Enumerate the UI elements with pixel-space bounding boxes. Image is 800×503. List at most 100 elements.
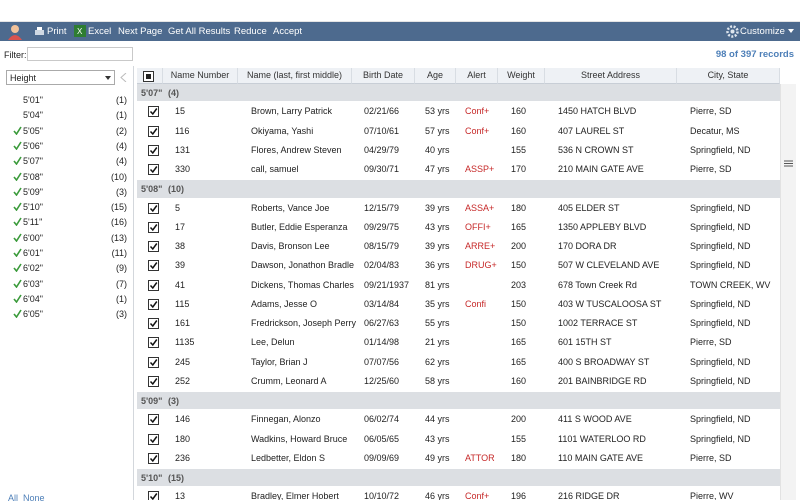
scrollbar[interactable] [780, 84, 796, 500]
cell-age: 21 yrs [425, 337, 450, 348]
excel-icon: X [74, 25, 86, 37]
height-item[interactable]: 5'08" (10) [0, 169, 133, 184]
row-checkbox[interactable] [148, 241, 159, 253]
height-item[interactable]: 6'05" (3) [0, 306, 133, 321]
row-checkbox[interactable] [148, 164, 159, 176]
record-row[interactable]: 5 Roberts, Vance Joe 12/15/79 39 yrs ASSA+ 18… [137, 199, 780, 218]
cell-age: 35 yrs [425, 298, 450, 309]
column-header[interactable]: Weight [498, 68, 545, 84]
select-link[interactable]: All [8, 493, 19, 503]
column-header[interactable]: Street Address [545, 68, 677, 84]
toolbar-button[interactable]: Excel [88, 26, 112, 37]
record-row[interactable]: 38 Davis, Bronson Lee 08/15/79 39 yrs ARRE+ 2… [137, 237, 780, 256]
cell-name: call, samuel [251, 164, 299, 175]
record-row[interactable]: 236 Ledbetter, Eldon S 09/09/69 49 yrs ATTOR… [137, 449, 780, 468]
record-row[interactable]: 1135 Lee, Delun 01/14/98 21 yrs 165 601 15TH … [137, 333, 780, 352]
row-checkbox[interactable] [148, 433, 159, 445]
height-item[interactable]: 6'04" (1) [0, 291, 133, 306]
field-select[interactable]: Height [6, 70, 115, 85]
group-header[interactable]: 5'08" (10) [137, 180, 780, 198]
cell-age: 43 yrs [425, 221, 450, 232]
record-row[interactable]: 330 call, samuel 09/30/71 47 yrs ASSP+ 170 210… [137, 160, 780, 179]
record-row[interactable]: 245 Taylor, Brian J 07/07/56 62 yrs 165 400 S… [137, 353, 780, 372]
row-checkbox[interactable] [148, 318, 159, 330]
toolbar-button[interactable]: Get All Results [168, 26, 231, 37]
toolbar-button[interactable]: Reduce [234, 26, 267, 37]
cell-name: Okiyama, Yashi [251, 125, 314, 136]
height-item[interactable]: 6'01" (11) [0, 245, 133, 260]
record-row[interactable]: 146 Finnegan, Alonzo 06/02/74 44 yrs 200 411 … [137, 410, 780, 429]
record-row[interactable]: 161 Fredrickson, Joseph Perry 06/27/63 55 y… [137, 314, 780, 333]
row-checkbox[interactable] [148, 375, 159, 387]
height-item[interactable]: 5'01" (1) [0, 92, 133, 107]
height-item[interactable]: 5'04" (1) [0, 107, 133, 122]
row-checkbox[interactable] [148, 337, 159, 349]
cell-birth: 06/27/63 [364, 318, 400, 329]
toolbar-button[interactable]: Print [47, 26, 67, 37]
column-header[interactable]: Birth Date [352, 68, 415, 84]
row-checkbox[interactable] [148, 144, 159, 156]
cell-street: 110 MAIN GATE AVE [558, 452, 644, 463]
cell-name: Adams, Jesse O [251, 298, 318, 309]
check-mark [149, 493, 158, 500]
select-all-checkbox[interactable] [143, 71, 154, 82]
cell-age: 44 yrs [425, 414, 450, 425]
record-row[interactable]: 116 Okiyama, Yashi 07/10/61 57 yrs Conf+ 160 4… [137, 122, 780, 141]
row-checkbox[interactable] [148, 298, 159, 310]
height-count: (1) [116, 293, 127, 304]
height-item[interactable]: 5'05" (2) [0, 123, 133, 138]
record-row[interactable]: 17 Butler, Eddie Esperanza 09/29/75 43 yrs O… [137, 218, 780, 237]
group-header[interactable]: 5'09" (3) [137, 392, 780, 410]
column-header[interactable]: Age [415, 68, 456, 84]
toolbar-button[interactable]: Accept [273, 26, 303, 37]
row-checkbox[interactable] [148, 221, 159, 233]
cell-birth: 10/10/72 [364, 491, 400, 500]
toolbar: X Customize Print Excel Next Page Get All R… [0, 22, 800, 41]
cell-age: 58 yrs [425, 375, 450, 386]
row-checkbox[interactable] [148, 202, 159, 214]
height-item[interactable]: 5'09" (3) [0, 184, 133, 199]
cell-street: 201 BAINBRIDGE RD [558, 375, 647, 386]
column-header[interactable]: Name (last, first middle) [238, 68, 352, 84]
column-header[interactable]: City, State [677, 68, 780, 84]
record-row[interactable]: 15 Brown, Larry Patrick 02/21/66 53 yrs Conf… [137, 102, 780, 121]
row-checkbox[interactable] [148, 125, 159, 137]
height-item[interactable]: 5'07" (4) [0, 153, 133, 168]
results-grid: Name Number Name (last, first middle) Birt… [137, 68, 800, 500]
group-header[interactable]: 5'10" (15) [137, 469, 780, 487]
cell-birth: 09/30/71 [364, 164, 400, 175]
height-count: (4) [116, 156, 127, 167]
group-header[interactable]: 5'07" (4) [137, 84, 780, 102]
row-checkbox[interactable] [148, 356, 159, 368]
height-item[interactable]: 6'00" (13) [0, 230, 133, 245]
height-item[interactable]: 6'03" (7) [0, 276, 133, 291]
record-row[interactable]: 39 Dawson, Jonathon Bradle 02/04/83 36 yrs D… [137, 256, 780, 275]
check-mark [13, 217, 22, 227]
column-header[interactable]: Name Number [163, 68, 238, 84]
row-checkbox[interactable] [148, 414, 159, 426]
customize-button[interactable]: Customize [740, 26, 785, 37]
filter-input[interactable] [27, 47, 133, 61]
record-row[interactable]: 252 Crumm, Leonard A 12/25/60 58 yrs 160 201 … [137, 372, 780, 391]
row-checkbox[interactable] [148, 452, 159, 464]
cell-weight: 150 [511, 318, 527, 329]
row-checkbox[interactable] [148, 491, 159, 500]
record-row[interactable]: 180 Wadkins, Howard Bruce 06/05/65 43 yrs 15… [137, 430, 780, 449]
record-row[interactable]: 13 Bradley, Elmer Hobert 10/10/72 46 yrs Con… [137, 487, 780, 500]
height-item[interactable]: 5'11" (16) [0, 214, 133, 229]
height-item[interactable]: 6'02" (9) [0, 260, 133, 275]
row-checkbox[interactable] [148, 279, 159, 291]
select-link[interactable]: None [23, 493, 45, 503]
record-row[interactable]: 131 Flores, Andrew Steven 04/29/79 40 yrs 15… [137, 141, 780, 160]
record-row[interactable]: 41 Dickens, Thomas Charles 09/21/1937 81 yr… [137, 276, 780, 295]
collapse-arrow[interactable] [120, 73, 128, 82]
toolbar-button[interactable]: Next Page [118, 26, 163, 37]
column-header[interactable]: Alert [456, 68, 498, 84]
group-label: 5'07" [141, 87, 163, 98]
height-item[interactable]: 5'10" (15) [0, 199, 133, 214]
row-checkbox[interactable] [148, 260, 159, 272]
row-checkbox[interactable] [148, 106, 159, 118]
height-item[interactable]: 5'06" (4) [0, 138, 133, 153]
record-row[interactable]: 115 Adams, Jesse O 03/14/84 35 yrs Confi 150 4… [137, 295, 780, 314]
cell-number: 245 [175, 356, 191, 367]
